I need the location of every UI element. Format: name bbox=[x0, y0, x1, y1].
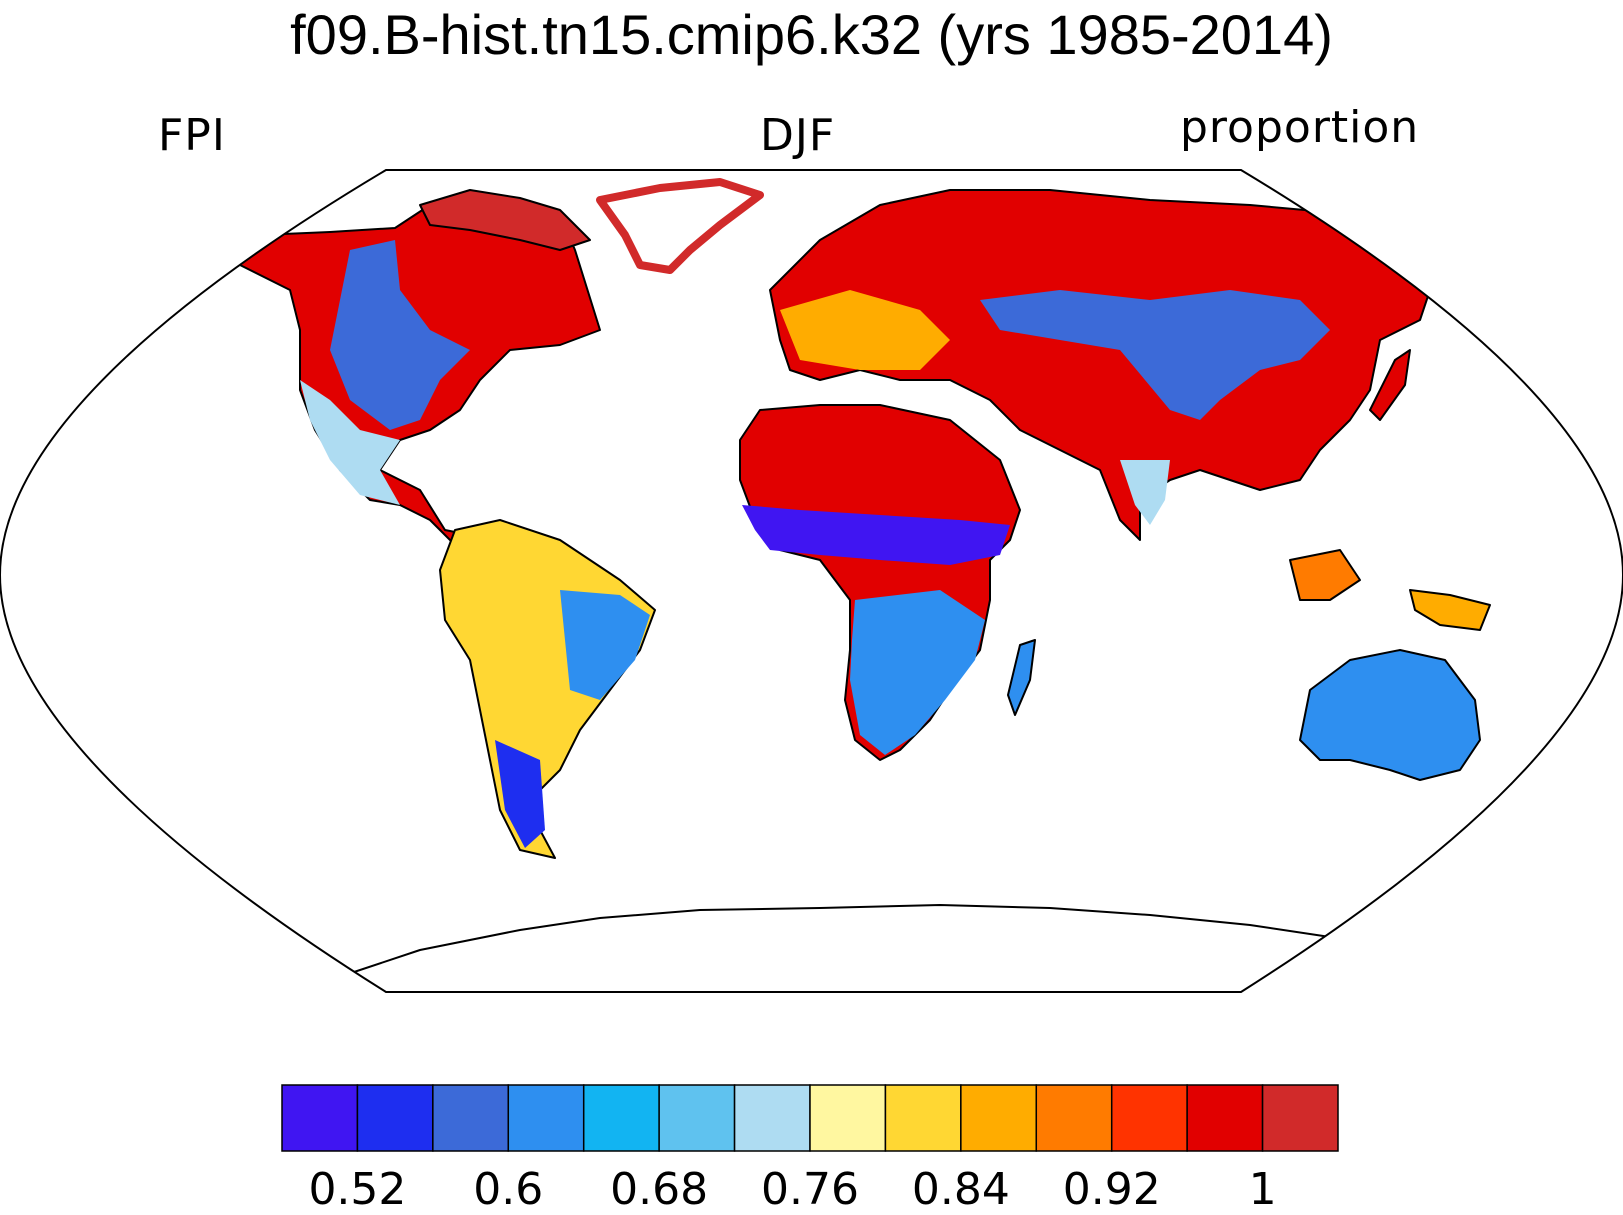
legend-swatch bbox=[884, 1084, 962, 1152]
north-america-interior bbox=[330, 240, 470, 430]
australia bbox=[1299, 649, 1481, 781]
variable-label: FPI bbox=[158, 110, 226, 161]
legend-swatch bbox=[733, 1084, 811, 1152]
central-asia-band bbox=[980, 290, 1330, 420]
arctic-islands bbox=[419, 189, 591, 251]
japan bbox=[1369, 349, 1411, 421]
legend-tick-label: 1 bbox=[1248, 1164, 1277, 1215]
legend-swatch bbox=[507, 1084, 585, 1152]
legend-swatch bbox=[582, 1084, 660, 1152]
greenland bbox=[596, 178, 764, 274]
legend-tick-label: 0.84 bbox=[911, 1164, 1010, 1215]
eurasia bbox=[769, 189, 1441, 541]
south-america-east bbox=[560, 590, 650, 700]
legend-swatch bbox=[356, 1084, 434, 1152]
north-america-south-band bbox=[300, 380, 400, 505]
legend-swatch bbox=[658, 1084, 736, 1152]
legend-tick-label: 0.92 bbox=[1062, 1164, 1161, 1215]
india bbox=[1120, 460, 1170, 525]
southern-africa bbox=[850, 590, 985, 755]
legend-swatch bbox=[1110, 1084, 1188, 1152]
map-frame bbox=[0, 169, 1623, 993]
legend-swatch bbox=[809, 1084, 887, 1152]
madagascar bbox=[1007, 639, 1036, 716]
season-label: DJF bbox=[760, 110, 836, 161]
legend-swatch bbox=[1035, 1084, 1113, 1152]
sahel-band bbox=[742, 505, 1010, 565]
units-label: proportion bbox=[1180, 102, 1420, 153]
color-legend bbox=[281, 1084, 1339, 1152]
patagonia bbox=[495, 740, 545, 848]
legend-tick-label: 0.6 bbox=[473, 1164, 544, 1215]
legend-swatch bbox=[1261, 1084, 1339, 1152]
legend-swatch bbox=[1186, 1084, 1264, 1152]
chart-title: f09.B-hist.tn15.cmip6.k32 (yrs 1985-2014… bbox=[290, 3, 1333, 66]
legend-swatch bbox=[281, 1084, 359, 1152]
southeast-asia bbox=[1289, 549, 1361, 601]
new-guinea bbox=[1409, 589, 1491, 631]
legend-tick-label: 0.52 bbox=[308, 1164, 407, 1215]
legend-tick-label: 0.68 bbox=[610, 1164, 709, 1215]
legend-tick-label: 0.76 bbox=[761, 1164, 859, 1215]
europe-central bbox=[780, 290, 950, 370]
legend-swatch bbox=[960, 1084, 1038, 1152]
legend-swatch bbox=[432, 1084, 510, 1152]
world-map bbox=[0, 169, 1623, 993]
